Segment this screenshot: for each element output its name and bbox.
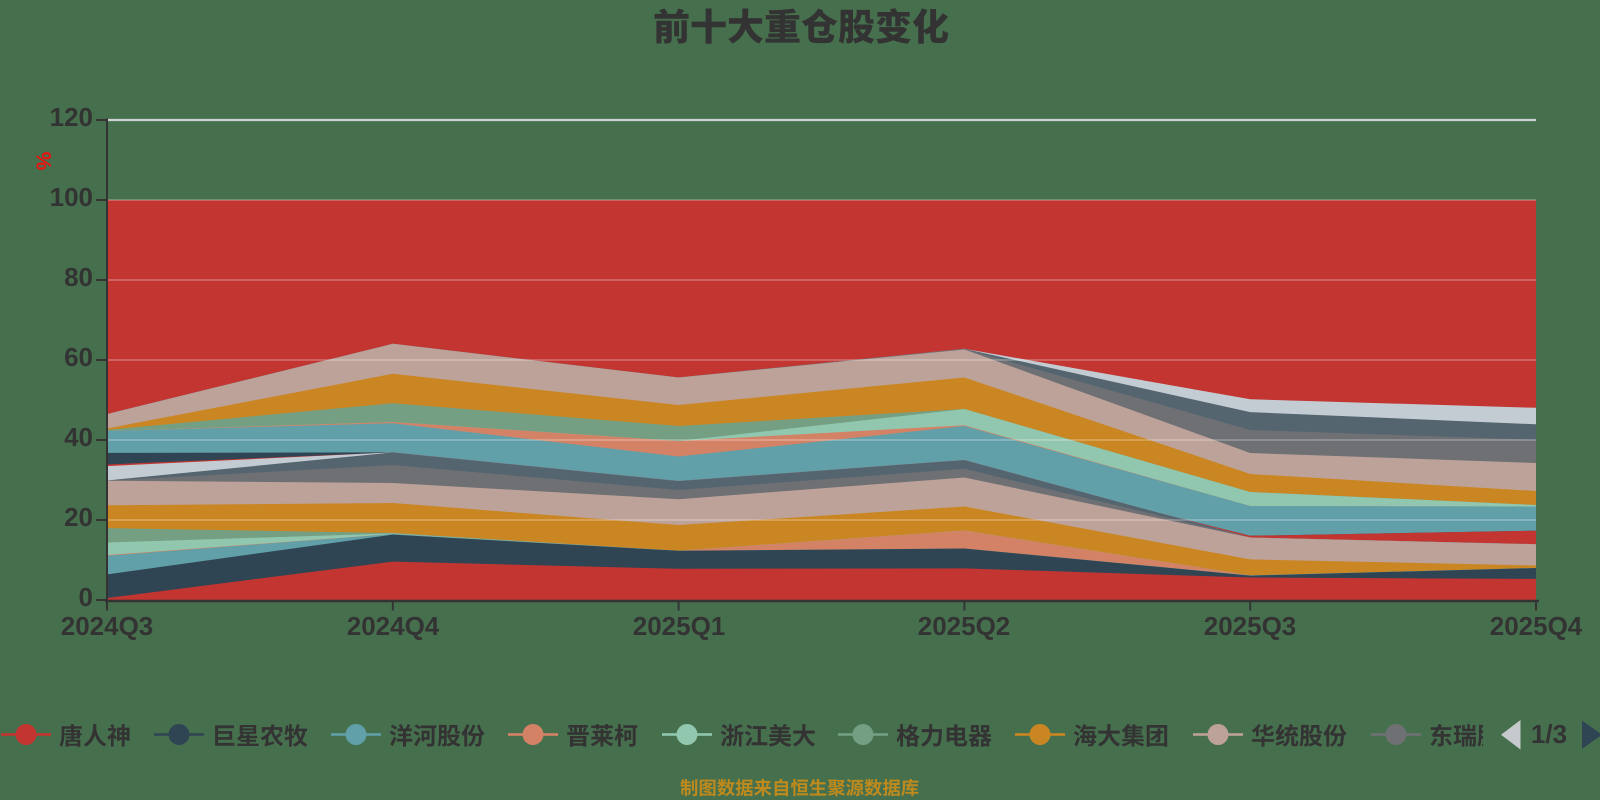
svg-text:120: 120	[50, 102, 93, 132]
svg-text:2025Q1: 2025Q1	[633, 611, 726, 641]
svg-text:100: 100	[50, 182, 93, 212]
svg-text:%: %	[32, 152, 55, 171]
svg-text:80: 80	[64, 262, 93, 292]
svg-text:0: 0	[79, 582, 93, 612]
svg-text:2025Q3: 2025Q3	[1204, 611, 1297, 641]
svg-text:1/3: 1/3	[1531, 719, 1567, 749]
svg-text:20: 20	[64, 502, 93, 532]
svg-text:2024Q3: 2024Q3	[61, 611, 154, 641]
svg-text:2024Q4: 2024Q4	[347, 611, 440, 641]
svg-text:40: 40	[64, 422, 93, 452]
svg-text:60: 60	[64, 342, 93, 372]
svg-text:2025Q2: 2025Q2	[918, 611, 1011, 641]
svg-text:2025Q4: 2025Q4	[1490, 611, 1583, 641]
